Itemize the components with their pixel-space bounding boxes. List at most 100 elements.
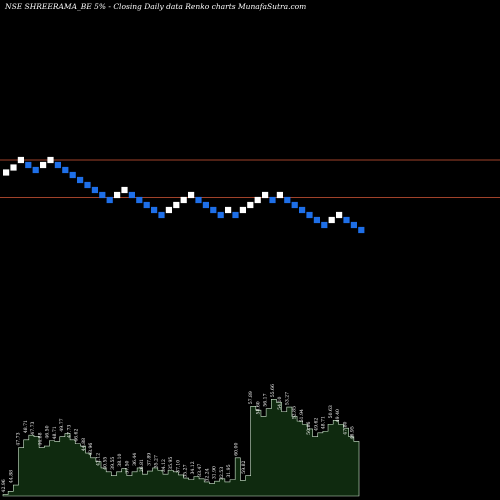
volume-label-49: 46.95 xyxy=(350,426,356,439)
renko-brick-40 xyxy=(291,201,298,209)
renko-brick-38 xyxy=(276,191,283,199)
reference-lines xyxy=(0,159,500,198)
volume-label-26: 35.27 xyxy=(183,464,189,477)
renko-brick-25 xyxy=(180,196,187,204)
renko-brick-21 xyxy=(151,206,158,214)
volume-label-8: 48.71 xyxy=(52,426,58,439)
volume-label-30: 31.90 xyxy=(212,466,218,479)
volume-label-42: 51.94 xyxy=(299,409,305,422)
volume-label-1: 42.96 xyxy=(1,479,7,492)
volume-label-5: 47.73 xyxy=(30,421,36,434)
volume-label-38: 55.66 xyxy=(270,384,276,397)
volume-area xyxy=(2,398,360,497)
volume-label-23: 34.12 xyxy=(161,459,167,472)
renko-brick-31 xyxy=(225,206,232,214)
renko-brick-35 xyxy=(254,196,261,204)
volume-label-48: 47.80 xyxy=(342,421,348,434)
volume-label-3: 47.73 xyxy=(16,432,22,445)
volume-label-4: 48.71 xyxy=(23,420,29,433)
renko-brick-3 xyxy=(17,156,24,164)
volume-label-11: 46.62 xyxy=(74,429,80,442)
volume-label-43: 50.86 xyxy=(306,421,312,434)
volume-label-47: 49.40 xyxy=(335,409,341,422)
volume-label-44: 49.62 xyxy=(313,418,319,431)
volume-label-16: 39.55 xyxy=(110,457,116,470)
volume-label-21: 37.89 xyxy=(146,453,152,466)
volume-label-36: 58.60 xyxy=(255,401,261,414)
renko-brick-22 xyxy=(158,211,165,219)
renko-brick-12 xyxy=(84,181,91,189)
volume-label-28: 33.47 xyxy=(197,464,203,477)
volume-label-39: 54.10 xyxy=(277,397,283,410)
renko-brick-47 xyxy=(343,216,350,224)
renko-brick-32 xyxy=(232,211,239,219)
renko-brick-27 xyxy=(195,196,202,204)
renko-brick-49 xyxy=(358,226,365,234)
renko-brick-34 xyxy=(247,201,254,209)
renko-brick-20 xyxy=(143,201,150,209)
volume-label-31: 32.53 xyxy=(219,467,225,480)
renko-brick-48 xyxy=(350,221,357,229)
renko-brick-9 xyxy=(62,166,69,174)
volume-label-29: 32.24 xyxy=(204,468,210,481)
volume-label-22: 35.27 xyxy=(154,455,160,468)
volume-area-path xyxy=(2,398,360,497)
renko-brick-37 xyxy=(269,196,276,204)
volume-label-32: 31.95 xyxy=(226,464,232,477)
renko-brick-14 xyxy=(99,191,106,199)
renko-brick-24 xyxy=(173,201,180,209)
volume-label-10: 47.73 xyxy=(66,425,72,438)
renko-brick-30 xyxy=(217,211,224,219)
renko-brick-6 xyxy=(40,161,47,169)
renko-brick-39 xyxy=(284,196,291,204)
volume-label-34: 59.82 xyxy=(241,460,247,473)
volume-label-27: 34.12 xyxy=(190,461,196,474)
renko-brick-17 xyxy=(121,186,128,194)
volume-label-13: 43.96 xyxy=(88,443,94,456)
volume-label-37: 56.17 xyxy=(263,393,269,406)
volume-label-14: 42.12 xyxy=(95,453,101,466)
renko-brick-16 xyxy=(114,191,121,199)
renko-bricks xyxy=(3,156,365,234)
renko-brick-41 xyxy=(299,206,306,214)
renko-brick-28 xyxy=(202,201,209,209)
volume-label-6: 44.88 xyxy=(37,432,43,445)
renko-brick-46 xyxy=(336,211,343,219)
renko-brick-36 xyxy=(262,191,269,199)
renko-brick-44 xyxy=(321,221,328,229)
renko-brick-18 xyxy=(128,191,135,199)
volume-label-45: 48.71 xyxy=(321,416,327,429)
chart-title: NSE SHREERAMA_BE 5% - Closing Daily data… xyxy=(4,2,306,11)
renko-brick-43 xyxy=(313,216,320,224)
volume-label-24: 35.95 xyxy=(168,457,174,470)
renko-brick-7 xyxy=(47,156,54,164)
renko-brick-5 xyxy=(32,166,39,174)
volume-label-41: 52.85 xyxy=(292,406,298,419)
renko-brick-45 xyxy=(328,216,335,224)
renko-brick-1 xyxy=(3,169,10,176)
renko-brick-23 xyxy=(165,206,172,214)
renko-brick-26 xyxy=(188,191,195,199)
renko-brick-33 xyxy=(239,206,246,214)
renko-brick-2 xyxy=(10,164,17,171)
renko-brick-11 xyxy=(77,176,84,184)
renko-brick-10 xyxy=(69,171,76,179)
volume-label-35: 57.89 xyxy=(248,391,254,404)
volume-label-9: 49.77 xyxy=(59,418,65,431)
renko-brick-19 xyxy=(136,196,143,204)
volume-label-33: 60.00 xyxy=(233,443,239,456)
volume-label-46: 50.63 xyxy=(328,405,334,418)
renko-brick-42 xyxy=(306,211,313,219)
volume-label-17: 38.10 xyxy=(117,453,123,466)
renko-brick-8 xyxy=(54,161,61,169)
volume-label-40: 53.27 xyxy=(284,392,290,405)
volume-label-20: 36.81 xyxy=(139,459,145,472)
volume-label-25: 37.10 xyxy=(175,460,181,473)
renko-brick-4 xyxy=(25,161,32,169)
renko-brick-15 xyxy=(106,196,113,204)
renko-brick-13 xyxy=(91,186,98,194)
volume-label-15: 40.55 xyxy=(103,457,109,470)
